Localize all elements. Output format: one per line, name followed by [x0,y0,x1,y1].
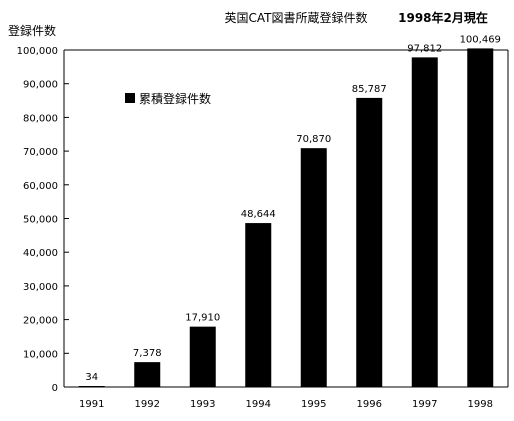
y-tick-label: 90,000 [23,80,58,91]
y-tick-label: 0 [52,383,58,394]
y-axis-label: 登録件数 [8,23,56,38]
y-tick-label: 100,000 [17,46,58,57]
bar-1998 [467,48,494,388]
y-tick-label: 20,000 [23,316,58,327]
x-tick-label-1991: 1991 [79,399,104,410]
x-tick-label-1993: 1993 [190,399,215,410]
legend-label-cumulative: 累積登録件数 [139,91,211,106]
bar-1996 [356,97,383,387]
x-axis: 1991 1992 1993 1994 1995 1996 1997 1998 [64,386,508,410]
x-tick-label-1992: 1992 [135,399,160,410]
chart-subtitle: 1998年2月現在 [398,10,488,25]
bar-value-label-1993: 17,910 [185,313,220,324]
x-tick-label-1995: 1995 [301,399,326,410]
bar-value-label-1994: 48,644 [241,209,276,220]
y-tick-label: 30,000 [23,282,58,293]
bar-1994 [245,223,272,387]
bar-1993 [189,326,216,387]
x-tick-label-1994: 1994 [246,399,271,410]
bar-value-label-1991: 34 [85,372,98,383]
legend-swatch [125,93,135,103]
y-axis: 0 10,000 20,000 30,000 40,000 50,000 60,000 70,… [17,46,509,394]
bar-value-labels: 34 7,378 17,910 48,644 70,870 85,787 97,812 100… [85,34,501,383]
y-tick-label: 40,000 [23,248,58,259]
bar-1995 [300,148,327,387]
y-tick-label: 70,000 [23,147,58,158]
bar-value-label-1995: 70,870 [296,134,331,145]
bars [78,48,494,388]
bar-1997 [411,57,438,387]
x-tick-label-1996: 1996 [357,399,382,410]
x-tick-label-1997: 1997 [412,399,437,410]
x-tick-label-1998: 1998 [468,399,493,410]
y-tick-label: 10,000 [23,349,58,360]
y-tick-label: 60,000 [23,181,58,192]
y-tick-label: 80,000 [23,113,58,124]
chart-title: 英国CAT図書所蔵登録件数 [225,10,368,25]
bar-1992 [134,362,161,387]
bar-value-label-1998: 100,469 [460,34,501,45]
bar-value-label-1996: 85,787 [352,84,387,95]
y-tick-label: 50,000 [23,215,58,226]
bar-value-label-1997: 97,812 [407,43,442,54]
legend: 累積登録件数 [125,91,211,106]
bar-value-label-1992: 7,378 [133,348,162,359]
